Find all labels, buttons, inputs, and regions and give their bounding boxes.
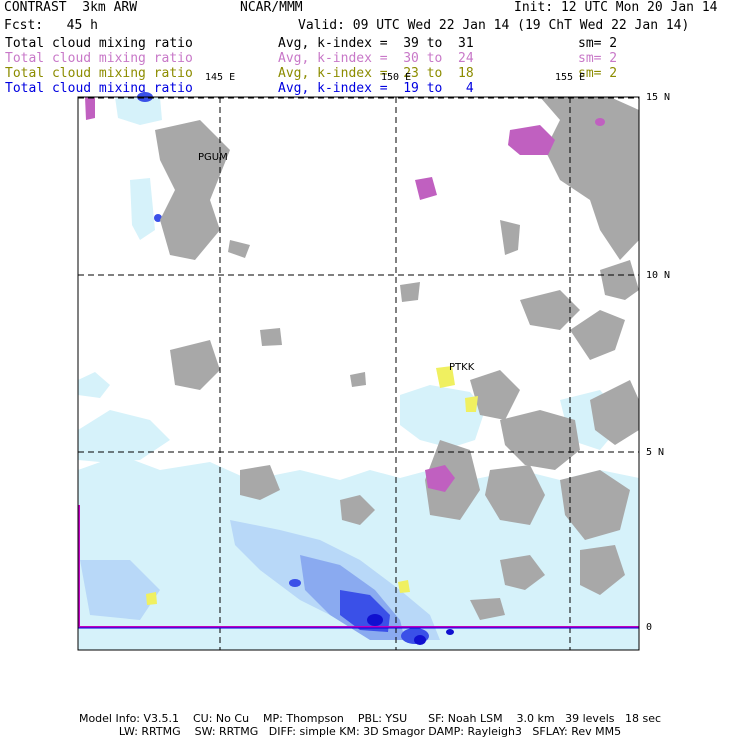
forecast-hour: Fcst: 45 h xyxy=(4,18,98,33)
station-ptkk: PTKK xyxy=(449,362,475,373)
lat-label-5n: 5 N xyxy=(646,447,665,458)
lat-lon-grid xyxy=(78,97,639,650)
field-sm-3: sm= 2 xyxy=(578,66,618,81)
station-pgum: PGUM xyxy=(198,152,228,163)
field-range-4: Avg, k-index = 19 to 4 xyxy=(278,81,474,96)
lat-label-0: 0 xyxy=(646,622,653,633)
product-title: CONTRAST 3km ARW xyxy=(4,0,138,15)
magenta-cloud-patches xyxy=(85,97,605,492)
init-time: Init: 12 UTC Mon 20 Jan 14 xyxy=(514,0,718,15)
map-frame xyxy=(77,96,640,651)
field-sm-2: sm= 2 xyxy=(578,51,618,66)
lat-label-10n: 10 N xyxy=(646,270,671,281)
valid-time: Valid: 09 UTC Wed 22 Jan 14 (19 ChT Wed … xyxy=(298,18,690,33)
field-range-1: Avg, k-index = 39 to 31 xyxy=(278,36,474,51)
model-info-line2: LW: RRTMG SW: RRTMG DIFF: simple KM: 3D … xyxy=(118,725,622,738)
field-name-4: Total cloud mixing ratio xyxy=(5,81,193,96)
field-name-2: Total cloud mixing ratio xyxy=(5,51,193,66)
field-range-2: Avg, k-index = 30 to 24 xyxy=(278,51,474,66)
field-sm-1: sm= 2 xyxy=(578,36,618,51)
yellow-cloud-patches xyxy=(146,366,478,605)
model-info-line1: Model Info: V3.5.1 CU: No Cu MP: Thompso… xyxy=(78,712,662,725)
lat-label-15n: 15 N xyxy=(646,92,671,103)
institution-label: NCAR/MMM xyxy=(240,0,303,15)
field-range-3: Avg, k-index = 23 to 18 xyxy=(278,66,474,81)
field-name-3: Total cloud mixing ratio xyxy=(5,66,193,81)
lon-label-145: 145 E xyxy=(205,72,236,83)
gray-cloud-patches xyxy=(155,97,639,620)
field-name-1: Total cloud mixing ratio xyxy=(5,36,193,51)
cloud-field-core xyxy=(367,614,454,645)
lon-label-150: 150 E xyxy=(381,72,412,83)
lon-label-155: 155 E xyxy=(555,72,586,83)
